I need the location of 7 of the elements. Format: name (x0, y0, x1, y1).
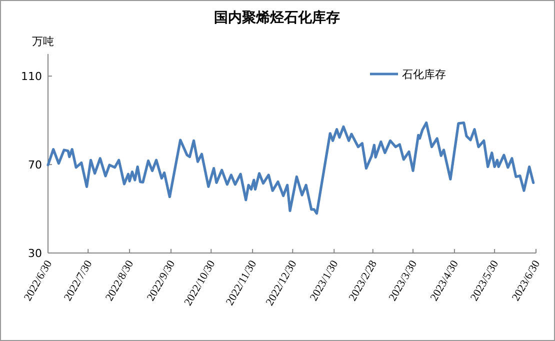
ylabel: 万吨 (32, 35, 54, 48)
legend-label: 石化库存 (402, 68, 446, 81)
title: 国内聚烯烃石化库存 (214, 10, 340, 26)
y-tick-label: 70 (28, 158, 42, 172)
y-tick-label: 30 (28, 247, 42, 260)
y-tick-label: 110 (21, 70, 42, 84)
legend: 石化库存 (370, 68, 446, 81)
